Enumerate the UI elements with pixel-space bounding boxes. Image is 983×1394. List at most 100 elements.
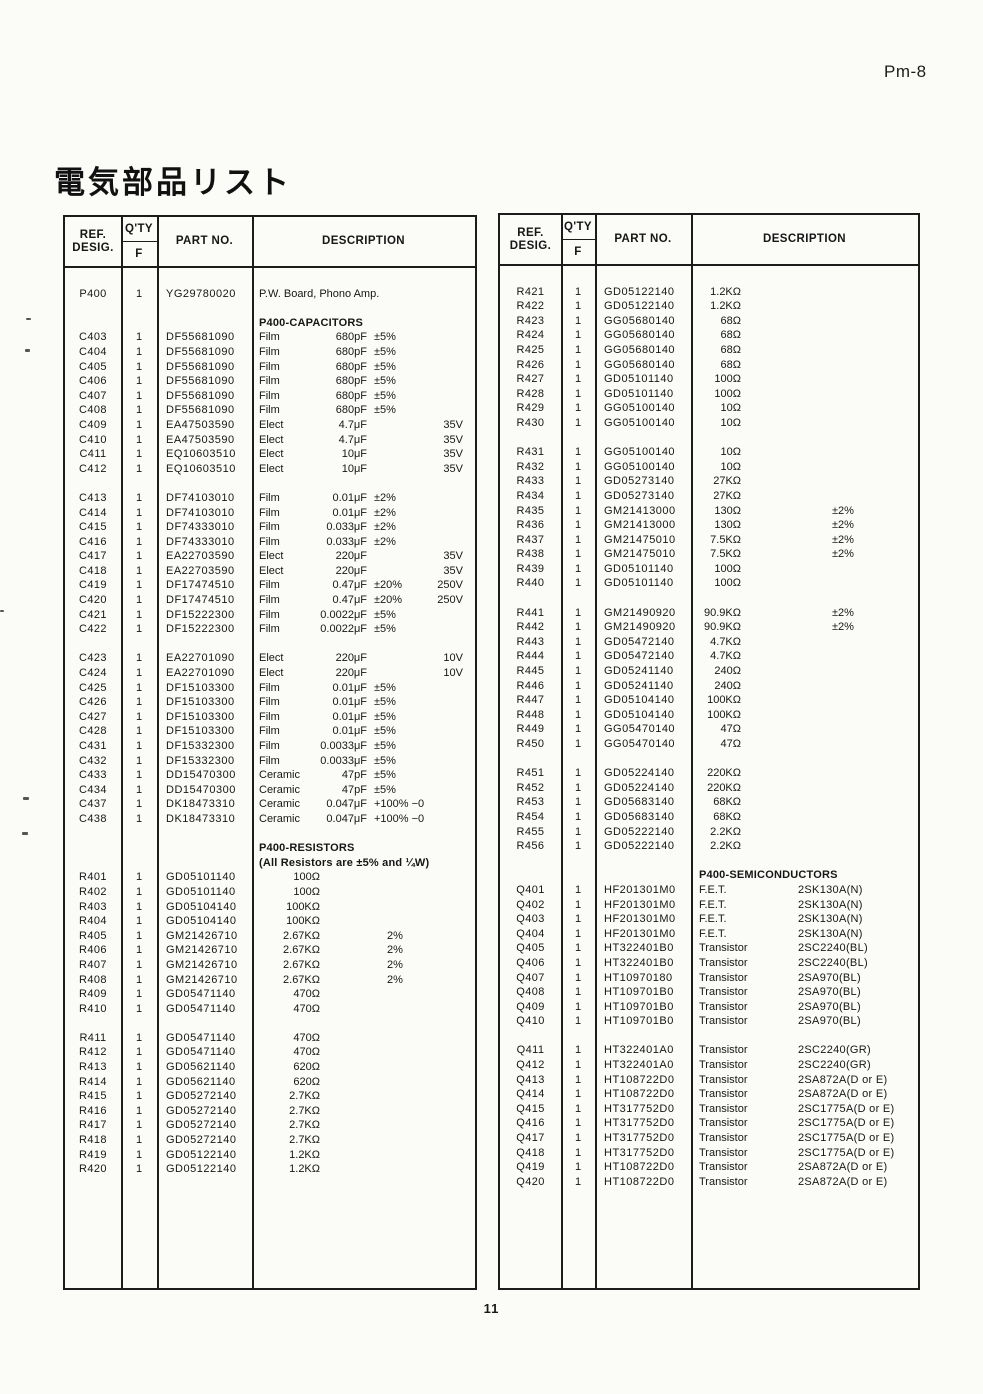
component-type: Transistor: [699, 971, 748, 984]
ref-desig-cell: R425: [516, 343, 545, 356]
description-cell: 1.2KΩ: [691, 285, 918, 300]
table-row: C406 1 DF55681090 Film 680pF ±5%: [65, 374, 475, 389]
qty-cell: 1: [135, 1090, 143, 1103]
qty-cell: 1: [574, 1015, 582, 1028]
component-value: 0.0022μF: [320, 623, 367, 636]
component-type: Film: [259, 521, 280, 534]
table-row: C403 1 DF55681090 Film 680pF ±5%: [65, 330, 475, 345]
qty-cell: 1: [135, 667, 143, 680]
ref-desig-cell: Q418: [516, 1146, 545, 1159]
tolerance: ±2%: [832, 519, 854, 532]
resistor-value: 68Ω: [720, 343, 741, 356]
tolerance: ±20%: [374, 594, 403, 607]
part-no-cell: GD05472140: [604, 650, 675, 663]
tolerance: ±2%: [374, 491, 396, 504]
qty-cell: 1: [574, 942, 582, 955]
part-no-cell: GG05680140: [604, 314, 676, 327]
ref-desig-cell: C424: [79, 667, 107, 680]
description-cell: Transistor 2SA872A(D or E): [691, 1175, 918, 1190]
component-value: 0.01μF: [332, 506, 367, 519]
ref-desig-cell: R436: [516, 519, 545, 532]
part-no-cell: GG05100140: [604, 460, 676, 473]
description-cell: 470Ω: [252, 1031, 475, 1046]
tolerance: +100% −0: [374, 798, 425, 811]
table-row: R427 1 GD05101140 100Ω: [500, 372, 918, 387]
qty-cell: 1: [574, 1000, 582, 1013]
device-name: 2SA970(BL): [798, 1000, 861, 1013]
description-cell: 2.2KΩ: [691, 839, 918, 854]
ref-desig-cell: [65, 841, 121, 856]
qty-cell: [561, 854, 595, 869]
part-no-cell: DF17474510: [166, 594, 235, 607]
spacer-row: [500, 270, 918, 285]
ref-desig-cell: R441: [516, 606, 545, 619]
column-divider: [157, 217, 159, 1288]
description-cell: 2.67KΩ 2%: [252, 943, 475, 958]
description-cell: [691, 431, 918, 446]
description-cell: [691, 854, 918, 869]
ref-desig-cell: Q401: [516, 883, 545, 896]
column-divider: [121, 217, 123, 1288]
table-body: P400 1 YG29780020 P.W. Board, Phono Amp. P40…: [65, 268, 475, 1177]
component-type: Film: [259, 710, 280, 723]
qty-cell: 1: [574, 329, 582, 342]
description-cell: 100KΩ: [252, 914, 475, 929]
ref-desig-cell: R447: [516, 694, 545, 707]
part-no-cell: GG05680140: [604, 358, 676, 371]
page-title: 電気部品リスト: [54, 165, 292, 200]
component-value: 680pF: [335, 331, 367, 344]
description-cell: 10Ω: [691, 401, 918, 416]
ref-desig-cell: [65, 827, 121, 842]
description-cell: [252, 1016, 475, 1031]
resistor-value: 68Ω: [720, 329, 741, 342]
qty-cell: [121, 827, 157, 842]
tolerance: ±2%: [832, 548, 854, 561]
part-no-cell: GG05470140: [604, 738, 676, 750]
ref-desig-cell: C437: [79, 798, 107, 811]
column-header-ref: REF. DESIG.: [509, 227, 552, 252]
qty-cell: 1: [135, 740, 143, 752]
table-row: R414 1 GD05621140 620Ω: [65, 1075, 475, 1090]
table-header: REF. DESIG. Q'TY F PART NO. DESCRIPTION: [65, 217, 475, 268]
part-no-cell: HT108722D0: [604, 1161, 675, 1174]
ref-desig-cell: C423: [79, 652, 107, 665]
resistor-value: 100Ω: [293, 885, 320, 898]
qty-cell: 1: [135, 375, 143, 388]
qty-cell: 1: [135, 521, 143, 534]
description-cell: 100Ω: [691, 372, 918, 387]
table-row: Q409 1 HT109701B0 Transistor 2SA970(BL): [500, 1000, 918, 1015]
part-no-cell: DF15103300: [166, 696, 235, 709]
part-no-cell: HT109701B0: [604, 1000, 674, 1013]
component-type: Film: [259, 579, 280, 592]
table-row: Q417 1 HT317752D0 Transistor 2SC1775A(D or E…: [500, 1131, 918, 1146]
component-type: Ceramic: [259, 783, 300, 796]
description-cell: Film 680pF ±5%: [252, 345, 475, 360]
qty-cell: 1: [574, 1044, 582, 1057]
ref-desig-cell: C406: [79, 375, 107, 388]
table-row: R428 1 GD05101140 100Ω: [500, 387, 918, 402]
description-cell: 470Ω: [252, 1002, 475, 1017]
resistor-value: 1.2KΩ: [710, 300, 741, 313]
table-row: C404 1 DF55681090 Film 680pF ±5%: [65, 345, 475, 360]
component-type: Ceramic: [259, 798, 300, 811]
device-name: 2SA970(BL): [798, 1015, 861, 1028]
table-row: C419 1 DF17474510 Film 0.47μF ±20% 250V: [65, 578, 475, 593]
ref-desig-cell: R406: [79, 944, 107, 957]
resistor-value: 620Ω: [293, 1061, 320, 1074]
qty-cell: 1: [135, 462, 143, 475]
part-no-cell: DD15470300: [166, 769, 236, 782]
ref-desig-cell: C432: [79, 754, 107, 767]
description-cell: 2.67KΩ 2%: [252, 929, 475, 944]
qty-cell: 1: [574, 825, 582, 838]
component-value: 47pF: [341, 783, 367, 796]
resistor-value: 240Ω: [714, 665, 741, 678]
component-type: Transistor: [699, 1000, 748, 1013]
description-cell: Transistor 2SA872A(D or E): [691, 1160, 918, 1175]
part-no-cell: HF201301M0: [604, 883, 676, 896]
part-no-cell: GD05272140: [166, 1119, 237, 1132]
description-cell: 10Ω: [691, 416, 918, 431]
table-row: R451 1 GD05224140 220KΩ: [500, 766, 918, 781]
table-row: R407 1 GM21426710 2.67KΩ 2%: [65, 958, 475, 973]
table-row: R448 1 GD05104140 100KΩ: [500, 708, 918, 723]
